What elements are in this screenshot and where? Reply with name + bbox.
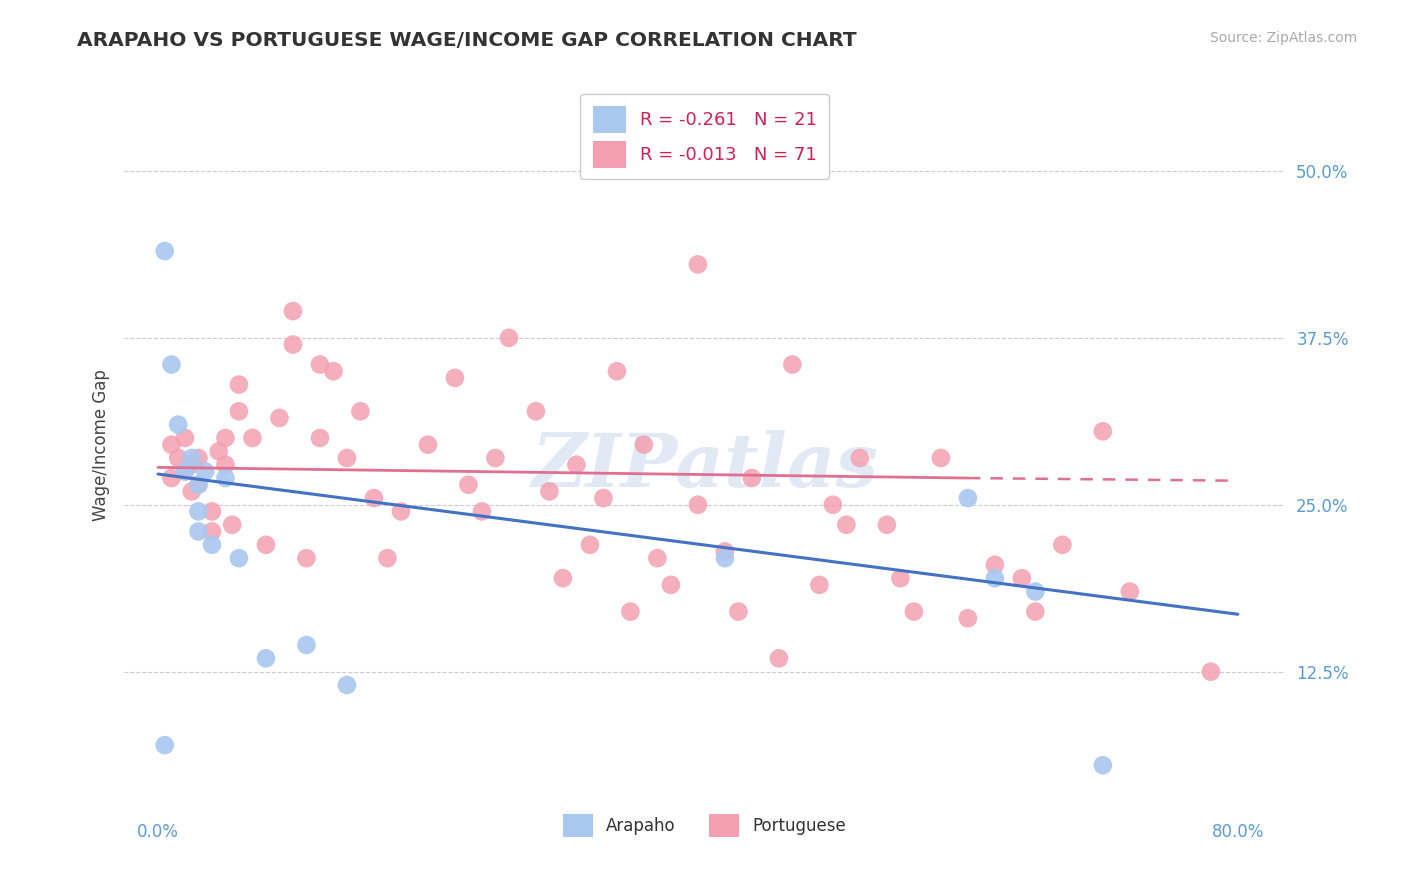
Point xyxy=(1052,538,1074,552)
Point xyxy=(228,551,250,566)
Point xyxy=(377,551,399,566)
Point xyxy=(201,524,224,539)
Point xyxy=(929,450,952,465)
Point xyxy=(714,544,737,558)
Point xyxy=(174,464,197,478)
Point xyxy=(349,404,371,418)
Point xyxy=(849,450,872,465)
Point xyxy=(295,638,318,652)
Point xyxy=(592,491,614,505)
Point xyxy=(956,611,979,625)
Point xyxy=(416,437,439,451)
Point xyxy=(1024,584,1046,599)
Point xyxy=(741,471,763,485)
Point xyxy=(686,498,709,512)
Point xyxy=(1011,571,1033,585)
Point xyxy=(903,605,925,619)
Point xyxy=(160,437,183,451)
Point xyxy=(647,551,669,566)
Text: Source: ZipAtlas.com: Source: ZipAtlas.com xyxy=(1209,31,1357,45)
Point xyxy=(444,371,467,385)
Point xyxy=(821,498,844,512)
Legend: Arapaho, Portuguese: Arapaho, Portuguese xyxy=(557,807,853,844)
Point xyxy=(782,358,804,372)
Point xyxy=(309,358,332,372)
Point xyxy=(538,484,561,499)
Text: ARAPAHO VS PORTUGUESE WAGE/INCOME GAP CORRELATION CHART: ARAPAHO VS PORTUGUESE WAGE/INCOME GAP CO… xyxy=(77,31,856,50)
Point xyxy=(180,450,202,465)
Point xyxy=(619,605,641,619)
Point xyxy=(876,517,898,532)
Point xyxy=(153,244,176,258)
Point xyxy=(242,431,264,445)
Point xyxy=(484,450,506,465)
Point xyxy=(457,477,479,491)
Point xyxy=(160,358,183,372)
Point xyxy=(281,304,304,318)
Point xyxy=(295,551,318,566)
Point xyxy=(228,404,250,418)
Point xyxy=(336,450,359,465)
Point xyxy=(214,471,236,485)
Point xyxy=(336,678,359,692)
Point xyxy=(208,444,231,458)
Point xyxy=(187,477,209,491)
Point xyxy=(606,364,628,378)
Point xyxy=(269,411,291,425)
Point xyxy=(498,331,520,345)
Point xyxy=(551,571,574,585)
Point xyxy=(363,491,385,505)
Point xyxy=(768,651,790,665)
Point xyxy=(180,484,202,499)
Point xyxy=(174,464,197,478)
Point xyxy=(221,517,243,532)
Point xyxy=(228,377,250,392)
Point xyxy=(659,578,682,592)
Point xyxy=(1199,665,1222,679)
Point xyxy=(187,524,209,539)
Point xyxy=(686,257,709,271)
Point xyxy=(180,458,202,472)
Point xyxy=(524,404,547,418)
Point xyxy=(389,504,412,518)
Point xyxy=(254,538,277,552)
Point xyxy=(1119,584,1142,599)
Point xyxy=(201,538,224,552)
Point xyxy=(160,471,183,485)
Point xyxy=(322,364,344,378)
Point xyxy=(565,458,588,472)
Text: ZIPatlas: ZIPatlas xyxy=(531,431,879,503)
Point xyxy=(889,571,911,585)
Y-axis label: Wage/Income Gap: Wage/Income Gap xyxy=(93,368,110,521)
Point xyxy=(714,551,737,566)
Point xyxy=(201,504,224,518)
Point xyxy=(153,738,176,752)
Point xyxy=(254,651,277,665)
Point xyxy=(167,417,190,432)
Point xyxy=(167,450,190,465)
Point xyxy=(174,431,197,445)
Point xyxy=(1024,605,1046,619)
Point xyxy=(187,450,209,465)
Point xyxy=(214,458,236,472)
Point xyxy=(579,538,602,552)
Point xyxy=(194,464,217,478)
Point xyxy=(984,558,1007,572)
Point xyxy=(956,491,979,505)
Point xyxy=(309,431,332,445)
Point xyxy=(1091,425,1114,439)
Point xyxy=(187,504,209,518)
Point xyxy=(984,571,1007,585)
Point xyxy=(187,477,209,491)
Point xyxy=(281,337,304,351)
Point xyxy=(808,578,831,592)
Point xyxy=(1091,758,1114,772)
Point xyxy=(633,437,655,451)
Point xyxy=(214,431,236,445)
Point xyxy=(471,504,494,518)
Point xyxy=(835,517,858,532)
Point xyxy=(727,605,749,619)
